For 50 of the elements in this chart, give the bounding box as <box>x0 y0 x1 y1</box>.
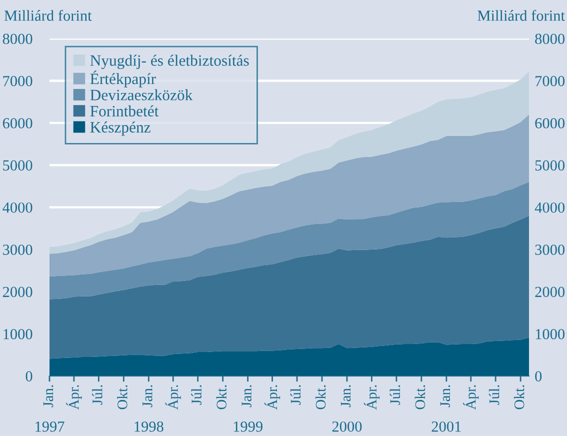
x-tick-label: Ápr. <box>264 385 280 410</box>
x-tick-label: Júl. <box>390 385 400 405</box>
y-tick-label: 0 <box>26 371 32 382</box>
y2-tick-label: 3000 <box>535 244 565 255</box>
y-tick-label: 6000 <box>2 118 32 128</box>
y-axis-title: Milliárd forint <box>4 10 92 21</box>
x-tick-label: Jan. <box>340 385 351 408</box>
legend-label: Forintbetét <box>90 105 159 116</box>
x-tick-label: Okt. <box>117 385 128 410</box>
x2-tick-label: 2000 <box>332 421 362 432</box>
x-tick-label: Júl. <box>488 385 500 405</box>
x-tick-label: Jan. <box>43 385 54 408</box>
x-tick-label: Okt. <box>315 385 326 410</box>
y2-axis-title: Milliárd forint <box>478 10 565 21</box>
x-tick-label: Jan. <box>242 385 252 408</box>
y2-tick-label: 0 <box>535 371 542 382</box>
y2-tick-label: 8000 <box>535 34 565 44</box>
y2-tick-label: 1000 <box>536 328 565 340</box>
x-tick-label: Jan. <box>142 385 152 408</box>
legend-label: Nyugdíj- és életbiztosítás <box>90 54 249 70</box>
y-tick-label: 7000 <box>3 76 32 86</box>
y-tick-label: 8000 <box>2 34 32 44</box>
y-tick-label: 1000 <box>4 328 32 340</box>
y2-tick-label: 4000 <box>534 202 565 213</box>
legend-label: Készpénz <box>90 122 150 136</box>
y-tick-label: 2000 <box>2 286 32 298</box>
y2-tick-label: 2000 <box>535 286 565 298</box>
x-tick-label: Ápr. <box>165 385 181 410</box>
y2-tick-label: 5000 <box>535 160 565 171</box>
x-tick-label: Ápr. <box>66 385 82 410</box>
x-tick-label: Jan. <box>440 385 450 408</box>
x2-tick-label: 2001 <box>432 421 461 432</box>
x2-tick-label: 1997 <box>36 421 64 432</box>
x-tick-label: Okt. <box>514 385 524 410</box>
legend-label: Devizaeszközök <box>90 89 193 100</box>
y-tick-label: 3000 <box>3 244 32 255</box>
x-tick-label: Ápr. <box>364 385 380 410</box>
y-tick-label: 4000 <box>2 202 32 213</box>
y2-tick-label: 7000 <box>536 76 565 86</box>
x2-tick-label: 1998 <box>134 421 164 432</box>
x-tick-label: Júl. <box>92 385 102 405</box>
x2-tick-label: 1999 <box>234 421 262 432</box>
x-tick-label: Okt. <box>216 385 227 410</box>
y-tick-label: 5000 <box>3 160 32 171</box>
legend-label: Értékpapír <box>90 70 156 88</box>
y2-tick-label: 6000 <box>535 118 565 128</box>
x-tick-label: Júl. <box>191 385 202 405</box>
x-tick-label: Okt. <box>414 385 426 410</box>
x-tick-label: Ápr. <box>463 385 479 410</box>
x-tick-label: Júl. <box>290 385 301 405</box>
